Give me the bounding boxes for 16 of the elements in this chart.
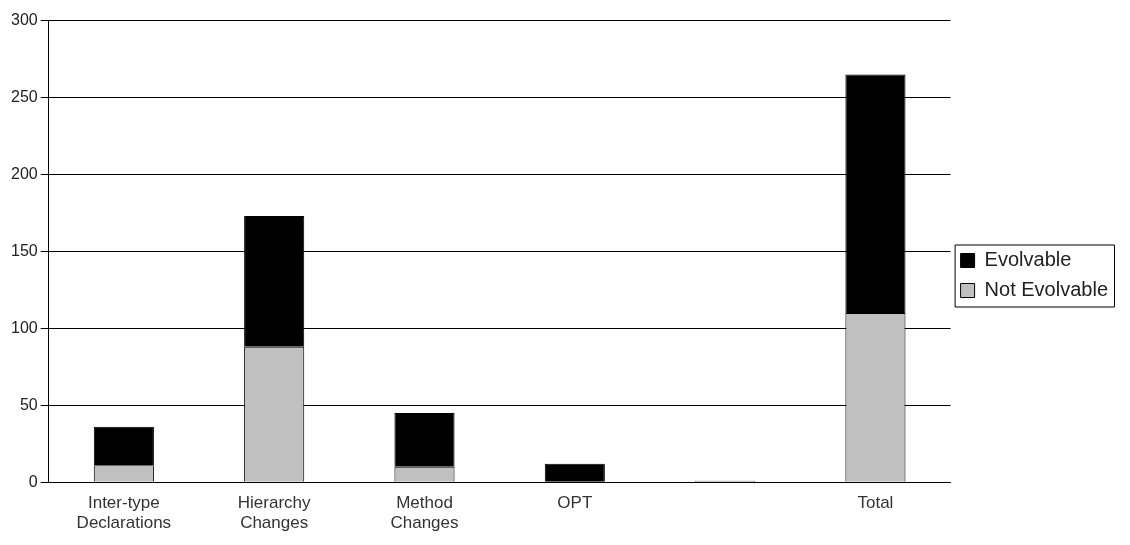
y-tick-label: 50: [19, 395, 38, 413]
x-tick-label: Total: [857, 493, 894, 513]
y-tick-label: 300: [10, 11, 38, 29]
x-tick-label: Inter-type Declarations: [76, 493, 172, 533]
y-tick-label: 0: [28, 472, 38, 490]
y-tick-label: 200: [10, 164, 38, 182]
x-tick-label: Hierarchy Changes: [237, 493, 312, 533]
x-tick-label: OPT: [557, 493, 593, 513]
y-tick-label: 150: [10, 241, 38, 259]
bar: [544, 463, 605, 482]
y-tick-label: 100: [10, 318, 38, 336]
x-tick-label: Method Changes: [390, 493, 459, 533]
legend-label: Evolvable: [984, 248, 1072, 271]
y-tick-label: 250: [10, 87, 38, 105]
bar: [394, 412, 455, 467]
legend-label: Not Evolvable: [984, 278, 1109, 301]
